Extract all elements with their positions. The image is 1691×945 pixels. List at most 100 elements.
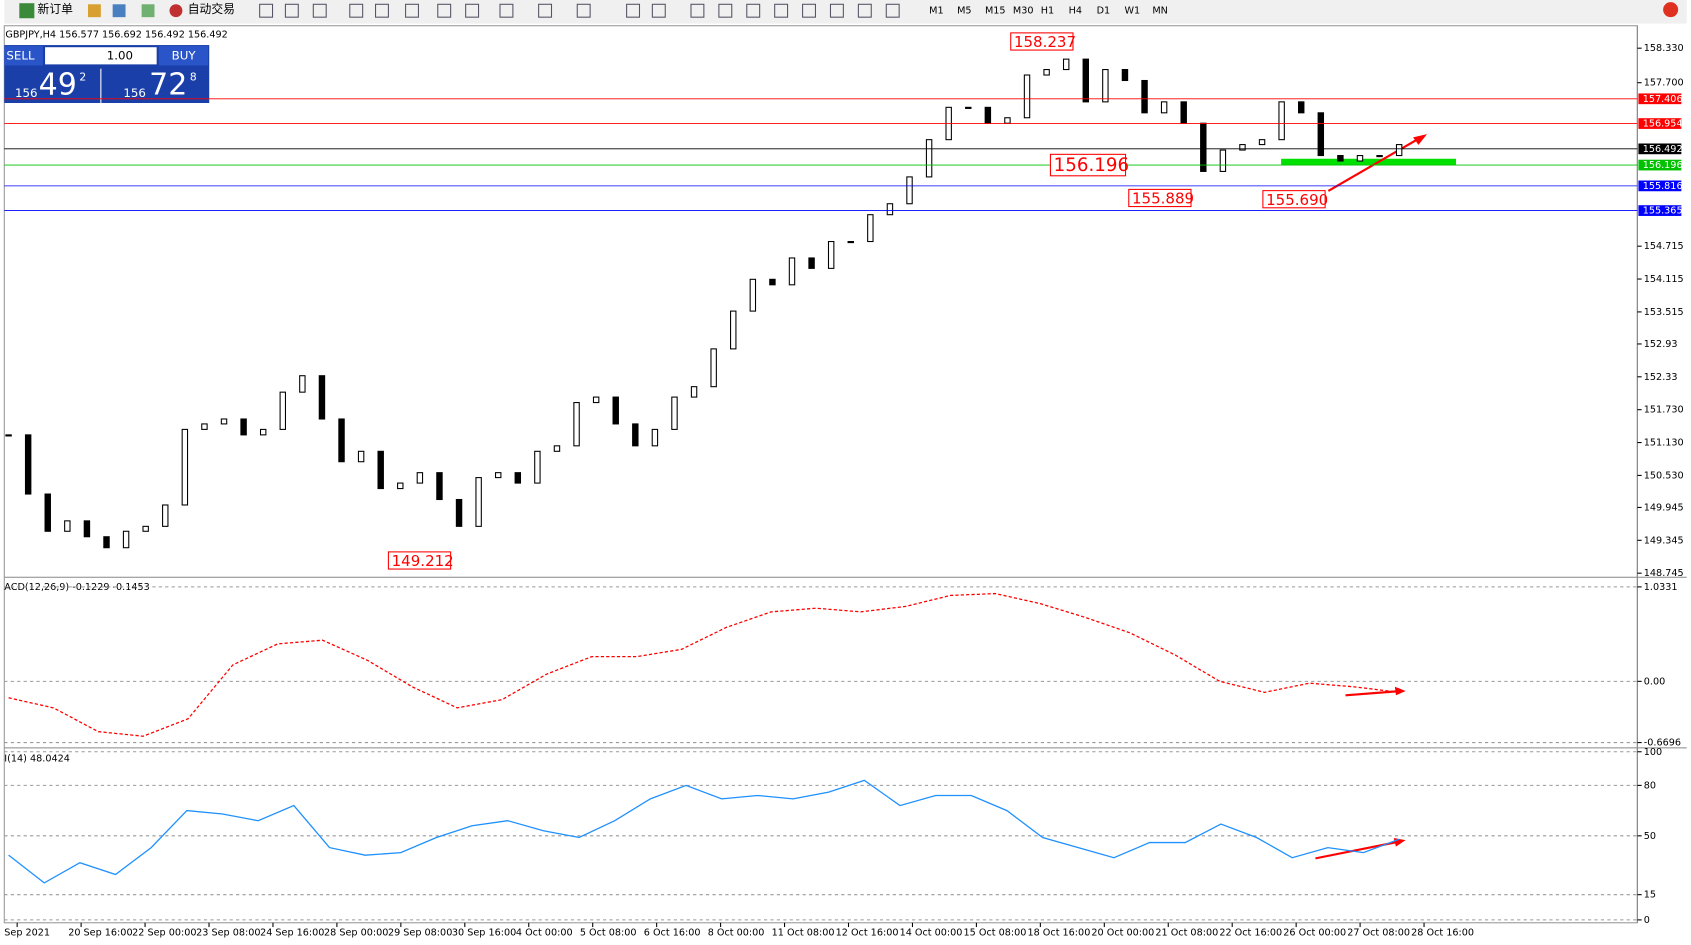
tool-icon[interactable] (746, 3, 761, 18)
candle (1376, 155, 1383, 158)
y-tick-label: -0.6696 (1644, 738, 1681, 749)
x-tick-label: 11 Oct 08:00 (772, 927, 835, 938)
candle (338, 418, 345, 463)
sell-button[interactable] (4, 46, 43, 66)
timeframe[interactable]: H1 (1041, 6, 1054, 17)
trend-arrow (1327, 135, 1424, 192)
candle (181, 428, 189, 506)
candle (553, 445, 561, 452)
x-tick-label: 30 Sep 16:00 (452, 927, 516, 938)
candle (24, 434, 32, 495)
new-order[interactable]: 新订单 (38, 2, 74, 16)
buy-button[interactable] (158, 46, 209, 66)
annotation-box (1010, 32, 1074, 51)
timeframe[interactable]: M30 (1013, 6, 1034, 17)
x-tick-label: 6 Oct 16:00 (644, 927, 701, 938)
ask-sup[interactable]: 8 (190, 70, 197, 83)
tool-icon[interactable] (690, 3, 705, 18)
annotation-label: 155.889 (1132, 190, 1194, 208)
tool-icon[interactable] (802, 3, 816, 18)
tool-icon[interactable] (349, 3, 364, 18)
timeframe[interactable]: M5 (957, 6, 971, 17)
candle (808, 257, 815, 269)
y-tick-label: 151.130 (1644, 438, 1684, 449)
candle (690, 386, 698, 398)
tool-icon[interactable] (885, 3, 900, 18)
icon[interactable] (141, 4, 155, 18)
candle (1298, 101, 1305, 114)
tool-icon[interactable] (259, 3, 274, 18)
candle (240, 418, 247, 436)
bid-sup[interactable]: 2 (79, 70, 86, 83)
candle (475, 477, 482, 527)
tool-icon[interactable] (651, 3, 666, 18)
auto-trading[interactable]: 自动交易 (188, 2, 235, 16)
lots[interactable]: 1.00 (107, 48, 133, 62)
x-tick-label: 18 Oct 16:00 (1027, 927, 1090, 938)
tool-icon[interactable] (437, 3, 452, 18)
tool-icon[interactable] (405, 3, 419, 18)
sell-label[interactable]: SELL (6, 48, 35, 62)
candle (1121, 69, 1129, 82)
candle (1239, 144, 1246, 151)
price-tag (1638, 180, 1682, 192)
icon[interactable] (87, 4, 101, 18)
candle (671, 396, 678, 430)
lots-input[interactable] (45, 47, 157, 65)
timeframe[interactable]: D1 (1097, 6, 1111, 17)
y-tick-label: 1.0331 (1644, 582, 1678, 593)
auto-trading-icon[interactable] (169, 4, 183, 18)
ask-main[interactable]: 72 (149, 67, 187, 102)
x-tick-label: 4 Oct 00:00 (516, 927, 573, 938)
candle (1278, 101, 1285, 141)
candle (1337, 155, 1344, 162)
candle (730, 310, 737, 350)
bid-prefix[interactable]: 156 (15, 86, 38, 100)
tool-icon[interactable] (375, 3, 389, 18)
candle (573, 402, 580, 447)
tool-icon[interactable] (857, 3, 872, 18)
timeframe[interactable]: H4 (1069, 6, 1082, 17)
buy-label[interactable]: BUY (172, 48, 197, 62)
timeframe[interactable]: MN (1152, 6, 1168, 17)
notification[interactable] (1663, 2, 1679, 18)
candle (749, 278, 757, 312)
tool-icon[interactable] (718, 3, 733, 18)
icon[interactable] (112, 4, 126, 18)
y-tick-label: 15 (1644, 890, 1656, 901)
candle (867, 214, 874, 243)
timeframe[interactable]: W1 (1124, 6, 1140, 17)
candle (1004, 117, 1011, 124)
timeframe[interactable]: M15 (985, 6, 1006, 17)
tool-icon[interactable] (576, 3, 591, 18)
candle (103, 536, 110, 549)
tool-icon[interactable] (284, 3, 299, 18)
tool-icon[interactable] (626, 3, 641, 18)
annotation-box (1049, 153, 1127, 177)
tool-icon[interactable] (499, 3, 514, 18)
new-order-icon[interactable] (19, 3, 35, 19)
x-tick-label: 22 Oct 16:00 (1219, 927, 1282, 938)
candle (259, 428, 267, 436)
timeframe[interactable]: M1 (929, 6, 943, 17)
candle (122, 530, 130, 549)
candle (1102, 69, 1109, 103)
ask-prefix[interactable]: 156 (123, 86, 146, 100)
candle (1180, 101, 1187, 124)
candle (83, 520, 91, 538)
price-tag-label: 155.365 (1643, 206, 1683, 217)
candle (514, 472, 522, 484)
tool-icon[interactable] (465, 3, 480, 18)
arrow-head (1394, 686, 1406, 696)
candle (847, 240, 854, 244)
tool-icon[interactable] (774, 3, 789, 18)
candle (44, 493, 51, 532)
tool-icon[interactable] (312, 3, 327, 18)
tool-icon[interactable] (829, 3, 844, 18)
candle (612, 396, 619, 425)
x-tick-label: 28 Sep 00:00 (324, 927, 388, 938)
price-tag-label: 156.954 (1643, 119, 1683, 130)
tool-icon[interactable] (538, 3, 553, 18)
bid-main[interactable]: 49 (39, 67, 77, 102)
